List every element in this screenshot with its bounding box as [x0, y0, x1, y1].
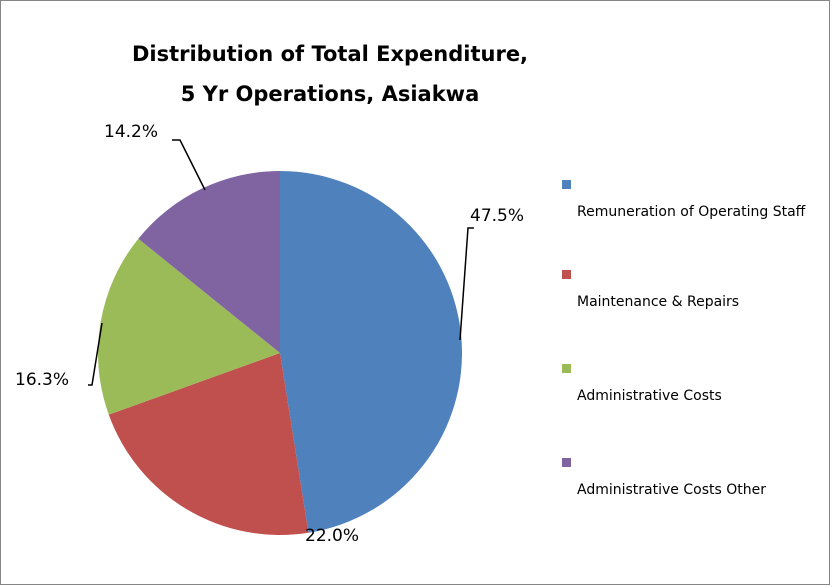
data-label: 16.3%: [15, 370, 70, 390]
legend-swatch: [562, 180, 571, 189]
legend-label: Maintenance & Repairs: [577, 294, 740, 310]
leader-line: [172, 139, 206, 191]
pie-slice: [138, 171, 280, 353]
pie-slice: [108, 353, 309, 535]
pie-slice: [97, 238, 280, 415]
leader-line: [459, 227, 474, 341]
legend-label: Remuneration of Operating Staff: [577, 204, 806, 220]
legend-swatch: [562, 364, 571, 373]
pie-slice: [280, 171, 463, 533]
data-label: 14.2%: [104, 122, 159, 142]
leader-line: [88, 322, 103, 386]
legend-swatch: [562, 270, 571, 279]
data-label: 47.5%: [470, 206, 525, 226]
legend-swatch: [562, 458, 571, 467]
data-label: 22.0%: [305, 526, 360, 546]
legend-label: Administrative Costs: [577, 388, 722, 404]
chart-title: Distribution of Total Expenditure, 5 Yr …: [131, 42, 529, 106]
legend-label: Administrative Costs Other: [577, 482, 766, 498]
